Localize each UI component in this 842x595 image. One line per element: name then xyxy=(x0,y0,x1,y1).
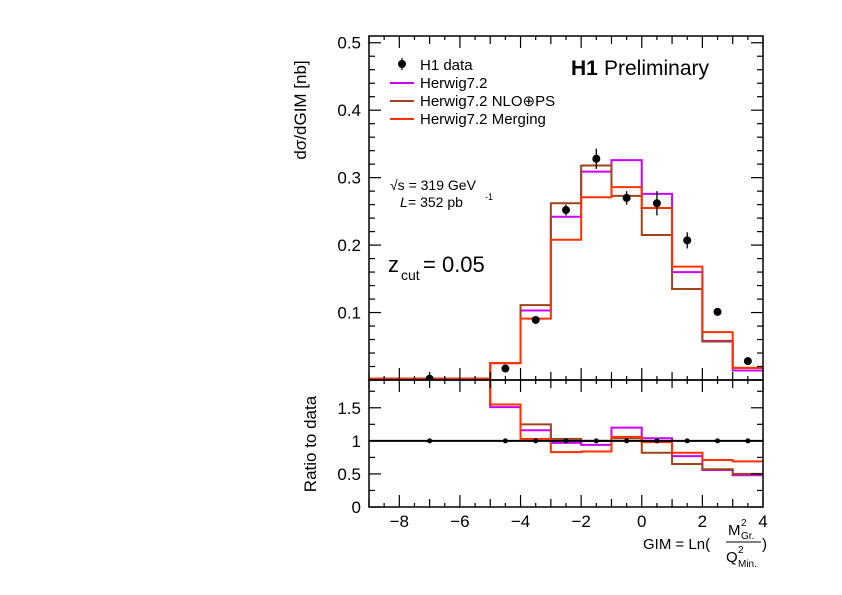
data-point xyxy=(654,438,660,444)
data-point xyxy=(713,307,722,316)
y-axis-label-ratio: Ratio to data xyxy=(301,395,320,492)
data-point xyxy=(684,438,690,444)
x-tick-label: −8 xyxy=(390,512,409,531)
lumi-symbol: L xyxy=(400,194,408,210)
x-label-prefix: GIM = Ln( xyxy=(643,536,710,553)
axes: 0.10.20.30.40.500.511.5−8 −6 −4 −2 0 2 4 xyxy=(337,34,767,531)
data-point xyxy=(743,357,752,366)
zcut-value: = 0.05 xyxy=(423,252,485,277)
x-tick-label: −2 xyxy=(571,512,590,531)
x-label-den: Q xyxy=(726,549,738,566)
main-panel-marks xyxy=(369,148,763,380)
x-tick-label: 0 xyxy=(637,512,646,531)
data-point xyxy=(593,438,599,444)
data-point xyxy=(427,438,433,444)
x-tick-label: −4 xyxy=(511,512,530,531)
x-tick-label: 4 xyxy=(758,512,767,531)
zcut-subscript: cut xyxy=(401,267,420,283)
data-point xyxy=(563,438,569,444)
data-point xyxy=(622,193,631,202)
legend-label-merging: Herwig7.2 Merging xyxy=(420,111,546,128)
lumi-value: = 352 pb xyxy=(408,194,463,210)
y-tick-label: 0.5 xyxy=(337,465,361,484)
zcut-symbol: z xyxy=(388,252,399,277)
legend: H1 data Herwig7.2 Herwig7.2 NLO⊕PS Herwi… xyxy=(390,57,555,128)
data-point xyxy=(562,206,570,215)
lumi-exponent: -1 xyxy=(485,192,493,202)
data-point xyxy=(683,236,692,245)
y-tick-label: 1 xyxy=(352,432,361,451)
x-label-den-sub: Min. xyxy=(738,559,757,570)
experiment-label: H1 xyxy=(571,57,598,80)
data-point xyxy=(652,199,661,208)
series-line-merging xyxy=(369,186,763,380)
legend-label-data: H1 data xyxy=(420,57,473,74)
legend-label-nlops: Herwig7.2 NLO⊕PS xyxy=(420,93,555,110)
data-point xyxy=(592,154,601,163)
x-label-num: M xyxy=(728,522,741,539)
y-tick-label: 0 xyxy=(352,498,361,517)
y-tick-label: 1.5 xyxy=(337,399,361,418)
series-line-merging xyxy=(489,380,763,463)
x-label-num-sub: Gr. xyxy=(741,531,754,542)
data-point xyxy=(531,315,540,324)
sqrt-s-label: √s = 319 GeV xyxy=(390,177,477,193)
y-tick-label: 0.4 xyxy=(337,101,361,120)
data-point xyxy=(745,438,751,444)
y-axis-label-main: dσ/dGIM [nb] xyxy=(291,60,310,159)
legend-label-herwig: Herwig7.2 xyxy=(420,75,488,92)
y-tick-label: 0.3 xyxy=(337,169,361,188)
data-point xyxy=(502,438,508,444)
y-tick-label: 0.5 xyxy=(337,34,361,53)
x-label-num-sup: 2 xyxy=(741,518,747,529)
data-point xyxy=(715,438,721,444)
data-point xyxy=(501,364,510,373)
x-label-suffix: ) xyxy=(762,536,767,553)
y-tick-label: 0.2 xyxy=(337,236,361,255)
x-label-den-sup: 2 xyxy=(738,545,744,556)
y-tick-label: 0.1 xyxy=(337,304,361,323)
x-tick-label: −6 xyxy=(450,512,469,531)
ratio-panel-marks xyxy=(369,380,763,477)
data-point xyxy=(533,438,539,444)
status-label: Preliminary xyxy=(604,57,710,80)
x-axis-label: GIM = Ln( M 2 Gr. Q 2 Min. ) xyxy=(643,518,767,570)
x-tick-label: 2 xyxy=(698,512,707,531)
data-point xyxy=(624,438,630,444)
